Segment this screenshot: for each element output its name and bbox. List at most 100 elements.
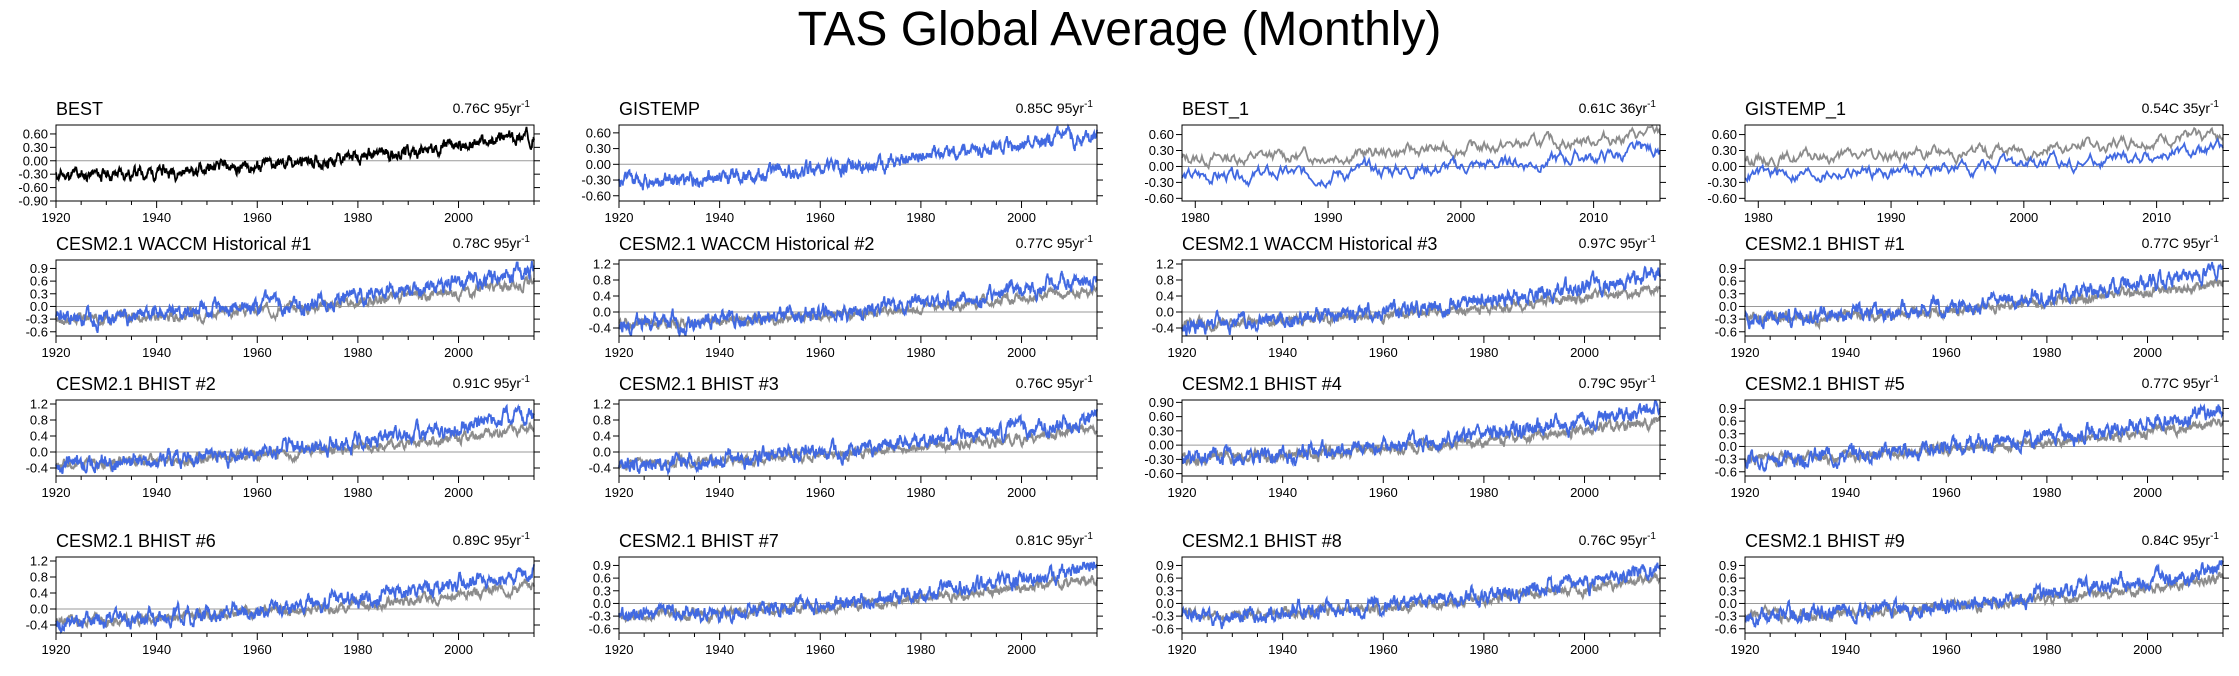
y-tick-label: 1.2 <box>30 397 48 412</box>
y-tick-label: 0.3 <box>1719 286 1737 301</box>
x-tick-label: 1920 <box>42 485 71 500</box>
x-tick-label: 1980 <box>2032 345 2061 360</box>
y-tick-label: 0.4 <box>30 429 48 444</box>
panel-0: 1920 1940 1960 1980 20000.600.300.00-0.30-0.… <box>18 99 540 225</box>
panel-8: 1920 1940 1960 1980 2000 1.20.80.40.0-0.4 CESM… <box>26 374 540 500</box>
y-tick-label: 0.60 <box>1712 127 1737 142</box>
panel-title: CESM2.1 WACCM Historical #3 <box>1182 234 1437 254</box>
y-tick-label: -0.4 <box>26 618 48 633</box>
x-tick-label: 2010 <box>2142 210 2171 225</box>
series-line-model <box>1181 139 1661 190</box>
series-line-model <box>1744 403 2224 473</box>
y-tick-label: -0.6 <box>1715 621 1737 636</box>
panel-title: GISTEMP <box>619 99 700 119</box>
y-tick-label: 0.3 <box>30 286 48 301</box>
trend-label: 0.77C 95yr-1 <box>2142 374 2220 391</box>
plot-frame <box>1181 259 1661 337</box>
x-tick-label: 2000 <box>444 210 473 225</box>
trend-label: 0.77C 95yr-1 <box>1016 234 1094 251</box>
trend-exponent: -1 <box>2210 234 2219 245</box>
series-line-model <box>1181 400 1661 468</box>
x-tick-label: 1960 <box>1932 345 1961 360</box>
y-tick-label: -0.30 <box>1144 452 1174 467</box>
trend-value: 0.76C 95yr <box>453 100 522 116</box>
plot-frame <box>1181 399 1661 477</box>
trend-exponent: -1 <box>1084 99 1093 110</box>
panel-7: 1920 1940 1960 1980 2000 0.90.60.30.0-0.3-0.6… <box>1715 234 2229 360</box>
panel-title: BEST_1 <box>1182 99 1249 120</box>
y-tick-label: 0.8 <box>30 413 48 428</box>
y-tick-label: 0.4 <box>593 429 611 444</box>
series-line-model <box>1744 559 2224 629</box>
series-line-model <box>55 260 535 334</box>
series-line-model <box>1181 265 1661 337</box>
y-tick-label: -0.30 <box>1707 175 1737 190</box>
series-line-model <box>618 408 1098 477</box>
y-tick-label: 0.30 <box>23 140 48 155</box>
panel-2: 1980 1990 2000 2010 0.600.300.00-0.30-0.60 BE… <box>1144 99 1666 225</box>
y-tick-label: -0.6 <box>26 324 48 339</box>
y-tick-label: -0.3 <box>1152 609 1174 624</box>
trend-exponent: -1 <box>521 374 530 385</box>
plot-frame <box>1181 124 1661 202</box>
x-tick-label: 1960 <box>243 485 272 500</box>
x-tick-label: 1980 <box>1469 345 1498 360</box>
panel-title: CESM2.1 WACCM Historical #2 <box>619 234 874 254</box>
y-tick-label: -0.3 <box>589 609 611 624</box>
trend-value: 0.85C 95yr <box>1016 100 1085 116</box>
x-tick-label: 1980 <box>1469 642 1498 657</box>
y-tick-label: 0.0 <box>593 305 611 320</box>
plot-frame <box>1744 124 2224 202</box>
panel-title: BEST <box>56 99 103 119</box>
y-tick-label: -0.30 <box>18 167 48 182</box>
panel-10: 1920 1940 1960 1980 2000 0.900.600.300.00-0.3… <box>1144 374 1666 500</box>
y-tick-label: -0.60 <box>1707 191 1737 206</box>
x-tick-label: 1960 <box>1369 642 1398 657</box>
trend-exponent: -1 <box>521 99 530 110</box>
x-tick-label: 2000 <box>1446 210 1475 225</box>
panel-12: 1920 1940 1960 1980 2000 1.20.80.40.0-0.4 CESM… <box>26 531 540 657</box>
panel-11: 1920 1940 1960 1980 2000 0.90.60.30.0-0.3-0.6… <box>1715 374 2229 500</box>
series-line-BEST <box>55 126 535 184</box>
x-tick-label: 1980 <box>2032 642 2061 657</box>
panel-title: CESM2.1 BHIST #5 <box>1745 374 1905 394</box>
x-tick-label: 2000 <box>1007 642 1036 657</box>
trend-value: 0.89C 95yr <box>453 532 522 548</box>
series-line-GISTEMP <box>618 123 1098 191</box>
y-tick-label: -0.6 <box>1715 324 1737 339</box>
trend-exponent: -1 <box>2210 99 2219 110</box>
y-tick-label: 0.30 <box>1712 143 1737 158</box>
x-tick-label: 1980 <box>906 642 935 657</box>
trend-exponent: -1 <box>521 531 530 542</box>
y-tick-label: 0.4 <box>1156 289 1174 304</box>
plot-frame <box>55 259 535 337</box>
trend-value: 0.81C 95yr <box>1016 532 1085 548</box>
panel-title: CESM2.1 BHIST #6 <box>56 531 216 551</box>
panel-5: 1920 1940 1960 1980 2000 1.20.80.40.0-0.4 CESM… <box>589 234 1103 360</box>
trend-exponent: -1 <box>1647 531 1656 542</box>
x-tick-label: 1920 <box>42 642 71 657</box>
trend-value: 0.77C 95yr <box>1016 235 1085 251</box>
x-tick-label: 1960 <box>806 210 835 225</box>
figure-title: TAS Global Average (Monthly) <box>797 3 1442 56</box>
y-tick-label: -0.6 <box>589 621 611 636</box>
y-tick-label: 0.6 <box>593 571 611 586</box>
x-tick-label: 1960 <box>1369 345 1398 360</box>
x-tick-label: 2010 <box>1579 210 1608 225</box>
trend-label: 0.77C 95yr-1 <box>2142 234 2220 251</box>
y-tick-label: 0.00 <box>1712 159 1737 174</box>
panel-title: CESM2.1 BHIST #1 <box>1745 234 1905 254</box>
y-tick-label: 0.0 <box>30 299 48 314</box>
y-tick-label: 0.30 <box>1149 143 1174 158</box>
y-tick-label: 0.6 <box>1719 274 1737 289</box>
x-tick-label: 1920 <box>605 485 634 500</box>
y-tick-label: -0.6 <box>1715 464 1737 479</box>
y-tick-label: -0.3 <box>26 312 48 327</box>
y-tick-label: -0.3 <box>1715 452 1737 467</box>
y-tick-label: 0.4 <box>30 586 48 601</box>
panel-title: CESM2.1 BHIST #7 <box>619 531 779 551</box>
x-tick-label: 1960 <box>806 485 835 500</box>
y-tick-label: 0.30 <box>1149 423 1174 438</box>
panel-title: CESM2.1 WACCM Historical #1 <box>56 234 311 254</box>
x-tick-label: 1980 <box>343 485 372 500</box>
